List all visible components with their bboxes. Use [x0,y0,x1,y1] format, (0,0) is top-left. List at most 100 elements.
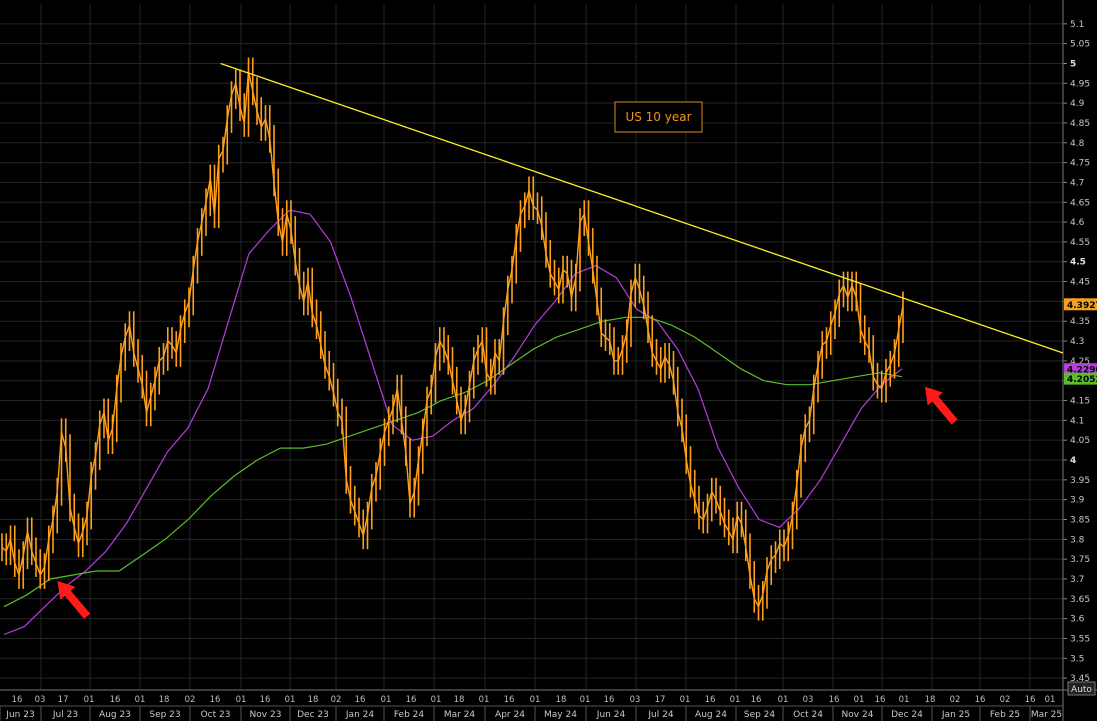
x-day-label: 01 [285,695,296,705]
y-tick-label: 4.65 [1070,198,1090,208]
x-day-label: 16 [355,695,366,705]
y-tick-label: 3.95 [1070,476,1090,486]
x-month-label: Jan 24 [345,710,374,720]
x-day-label: 01 [479,695,490,705]
x-day-label: 16 [406,695,417,705]
y-tick-label: 3.45 [1070,674,1090,684]
y-tick-label: 4.05 [1070,436,1090,446]
y-tick-label: 5.05 [1070,40,1090,50]
x-day-label: 03 [630,695,641,705]
y-tick-label: 4.7 [1070,178,1084,188]
red-arrow-shape [925,386,958,425]
auto-scale-button[interactable]: Auto [1067,681,1096,696]
x-day-label: 16 [604,695,615,705]
y-tick-label: 3.7 [1070,575,1084,585]
y-tick-label: 3.85 [1070,515,1090,525]
y-tick-label: 3.75 [1070,555,1090,565]
x-day-label: 01 [899,695,910,705]
y-tick-label: 4.5 [1070,258,1086,268]
x-month-label: Nov 24 [842,710,874,720]
x-day-label: 18 [454,695,465,705]
red-arrow-shape [57,581,91,619]
y-tick-label: 3.8 [1070,535,1085,545]
x-month-label: Jan 25 [941,710,970,720]
x-month-label: Apr 24 [495,710,525,720]
x-month-label: Jul 24 [647,710,673,720]
x-day-label: 18 [925,695,936,705]
y-tick-label: 4 [1070,456,1076,466]
y-tick-label: 4.95 [1070,79,1090,89]
x-month-label: Mar 25 [1031,710,1062,720]
x-month-label: Aug 23 [99,710,131,720]
x-day-label: 01 [680,695,691,705]
plot-area [1,57,1064,636]
x-day-label: 16 [705,695,716,705]
x-month-label: Nov 23 [250,710,282,720]
y-tick-label: 4.35 [1070,317,1090,327]
x-day-label: 16 [875,695,886,705]
y-tick-label: 5 [1070,59,1076,69]
chart-title: US 10 year [625,110,691,124]
x-day-label: 01 [580,695,591,705]
y-tick-label: 4.45 [1070,278,1090,288]
y-tick-label: 4.1 [1070,416,1084,426]
value-badge-label: 4.3927 [1067,301,1097,311]
x-month-label: Sep 24 [744,710,776,720]
x-day-label: 01 [778,695,789,705]
x-month-label: Jun 23 [5,710,34,720]
x-day-label: 16 [210,695,221,705]
red-arrow-annotation [57,581,91,619]
x-day-label: 16 [12,695,23,705]
trendline [220,62,1064,354]
x-month-label: Dec 24 [891,710,923,720]
auto-scale-button-label: Auto [1071,685,1092,695]
x-day-label: 02 [185,695,196,705]
x-day-label: 17 [58,695,69,705]
x-day-label: 16 [829,695,840,705]
x-day-label: 16 [504,695,515,705]
x-day-label: 01 [381,695,392,705]
x-month-label: Aug 24 [695,710,727,720]
annotations: 4.3927 4.22904.2052 [57,298,1097,619]
x-month-label: May 24 [544,710,577,720]
x-day-label: 01 [431,695,442,705]
x-day-label: 02 [950,695,961,705]
x-day-label: 01 [854,695,865,705]
value-badge [1064,363,1097,376]
value-badge-label: 4.2290 [1067,366,1097,376]
chart-title-box: US 10 year [614,101,703,133]
y-axis: 3.45 3.5 3.55 3.6 3.65 3.7 3.75 3.8 3.85 3.9 3.95 4… [1062,0,1090,721]
x-day-label: 18 [556,695,567,705]
y-tick-label: 4.3 [1070,337,1084,347]
x-month-label: Feb 24 [394,710,425,720]
y-tick-label: 4.85 [1070,119,1090,129]
y-tick-label: 5.1 [1070,20,1084,30]
x-day-label: 01 [135,695,146,705]
x-day-label: 01 [730,695,741,705]
x-month-label: Dec 23 [297,710,329,720]
y-tick-label: 4.25 [1070,357,1090,367]
x-day-label: 16 [110,695,121,705]
y-tick-label: 4.55 [1070,238,1090,248]
x-day-label: 17 [655,695,666,705]
x-day-label: 01 [1045,695,1056,705]
y-tick-label: 3.5 [1070,654,1084,664]
x-day-label: 16 [751,695,762,705]
x-day-label: 01 [236,695,247,705]
x-month-label: Feb 25 [990,710,1020,720]
y-tick-label: 4.8 [1070,139,1085,149]
moving-average-line [3,209,903,636]
value-badge [1064,298,1097,311]
value-badge-label: 4.2052 [1067,375,1097,385]
value-badge [1064,372,1097,385]
red-arrow-annotation [925,386,958,425]
y-tick-label: 4.15 [1070,397,1090,407]
y-tick-label: 4.9 [1070,99,1085,109]
x-day-label: 16 [260,695,271,705]
y-tick-label: 4.75 [1070,159,1090,169]
x-day-label: 02 [331,695,342,705]
x-day-label: 01 [84,695,95,705]
moving-average-line [3,316,903,608]
y-tick-label: 4.6 [1070,218,1085,228]
